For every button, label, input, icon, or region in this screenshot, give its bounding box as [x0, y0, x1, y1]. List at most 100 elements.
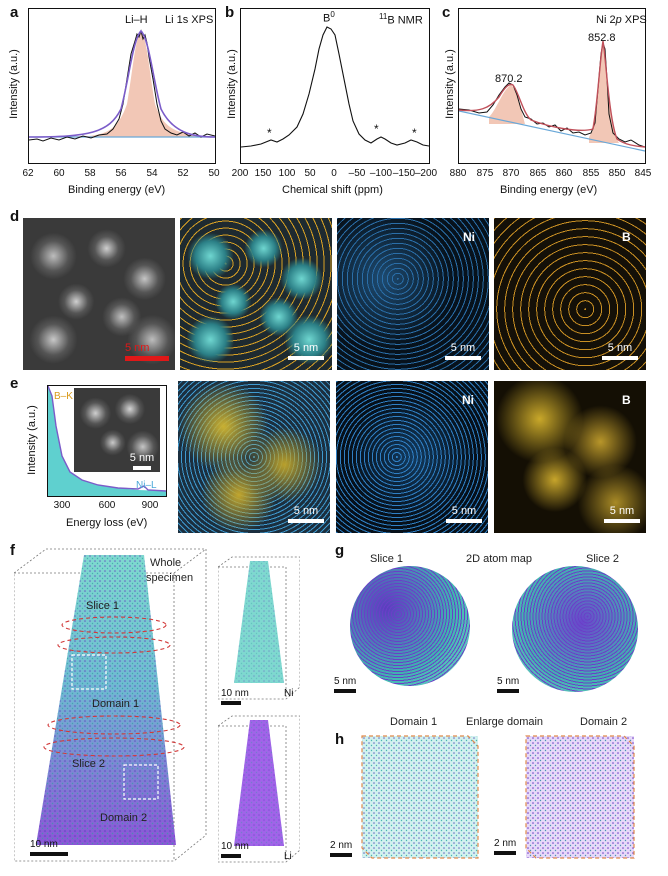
b-xtick-1: 150 — [254, 168, 272, 179]
h-scalebar-1-bar — [330, 853, 352, 857]
c-xtick-7: 845 — [634, 168, 652, 179]
domain-2-tint — [526, 736, 634, 858]
d-scalebar-4: 5 nm — [600, 342, 640, 360]
apt-ni-box-svg — [218, 556, 300, 700]
slice-1-ellipse-top — [61, 616, 167, 634]
c-xtick-0: 880 — [449, 168, 467, 179]
nmr-title: 11B NMR — [379, 12, 423, 27]
h-scalebar-2: 2 nm — [494, 838, 516, 855]
ni2p-title-post: XPS — [621, 14, 647, 26]
g-scalebar-2-label: 5 nm — [497, 676, 520, 687]
e-xtick-1: 600 — [98, 500, 116, 511]
d-b-map-label: B — [622, 230, 631, 244]
e-b-map-label: B — [622, 393, 631, 407]
panel-label-c: c — [442, 4, 451, 21]
d-scalebar-4-bar — [602, 356, 638, 360]
h-scalebar-2-bar — [494, 851, 516, 855]
panel-e-xlabel: Energy loss (eV) — [66, 517, 148, 529]
b-xtick-0: 200 — [231, 168, 249, 179]
nmr-spectrum-line — [241, 26, 429, 148]
d-scalebar-3: 5 nm — [443, 342, 483, 360]
e-scalebar-1-bar — [288, 519, 324, 523]
d-ni-map-label: Ni — [463, 230, 475, 244]
f-li-scalebar: 10 nm — [221, 841, 249, 858]
panel-label-a: a — [10, 4, 19, 21]
panel-c-xlabel: Binding energy (eV) — [500, 184, 598, 196]
e-scalebar-2-label: 5 nm — [451, 505, 477, 517]
domain-1-atoms — [362, 736, 478, 858]
b-xtick-7: –150 — [392, 168, 416, 179]
d-scalebar-4-label: 5 nm — [607, 342, 633, 354]
eds-b-map: B 5 nm — [494, 218, 646, 370]
a-xtick-1: 60 — [53, 168, 65, 179]
f-li-scalebar-label: 10 nm — [221, 841, 249, 852]
ni2p-background-line — [459, 110, 645, 152]
ni2p-fit-envelope — [459, 40, 645, 148]
e-scalebar-1-label: 5 nm — [293, 505, 319, 517]
eds-ni-map: Ni 5 nm — [337, 218, 489, 370]
f-main-scalebar-bar — [30, 852, 68, 856]
f-ni-scalebar-label: 10 nm — [221, 688, 249, 699]
eels-ni-map: Ni 5 nm — [336, 381, 488, 533]
nmr-11b-svg — [241, 26, 429, 148]
a-xtick-0: 62 — [22, 168, 34, 179]
g-scalebar-1-bar — [334, 689, 356, 693]
panel-label-b: b — [225, 4, 235, 21]
nmr-star-2: * — [374, 122, 379, 136]
ni2p-xps-title: Ni 2p XPS — [596, 14, 647, 26]
e-xtick-0: 300 — [53, 500, 71, 511]
f-domain-1-label: Domain 1 — [92, 698, 140, 710]
b0-peak-label: B0 — [323, 10, 335, 25]
c-xtick-3: 865 — [529, 168, 547, 179]
f-bounding-box — [14, 548, 207, 862]
e-xtick-2: 900 — [141, 500, 159, 511]
eels-spectrum-plot: 5 nm — [47, 385, 167, 497]
a-xtick-4: 54 — [146, 168, 158, 179]
e-inset-scalebar-bar — [133, 466, 151, 470]
e-scalebar-3-label: 5 nm — [609, 505, 635, 517]
h-domain-1-label: Domain 1 — [390, 716, 438, 728]
g-title: 2D atom map — [466, 553, 533, 565]
xps-li1s-svg — [29, 29, 215, 142]
xps-li1s-plot — [28, 8, 216, 164]
a-xtick-5: 52 — [177, 168, 189, 179]
d-scalebar-2-bar — [288, 356, 324, 360]
d-scalebar-2-label: 5 nm — [293, 342, 319, 354]
f-box-edge-2 — [173, 548, 207, 574]
xps-ni2p-plot — [458, 8, 646, 164]
c-xtick-2: 870 — [502, 168, 520, 179]
f-slice-1-label: Slice 1 — [86, 600, 120, 612]
f-domain-2-label: Domain 2 — [100, 812, 148, 824]
g-scalebar-1-label: 5 nm — [334, 676, 357, 687]
e-scalebar-3-bar — [604, 519, 640, 523]
g-scalebar-2: 5 nm — [497, 676, 519, 693]
eels-b-map: B 5 nm — [494, 381, 646, 533]
nmr-star-1: * — [267, 126, 272, 140]
ni2p-title-italic: p — [615, 14, 622, 26]
h-scalebar-1-label: 2 nm — [330, 840, 353, 851]
a-xtick-2: 58 — [84, 168, 96, 179]
eels-bk-edge-label: B–K — [54, 391, 73, 402]
domain-1-tint — [362, 736, 478, 858]
panel-b-xlabel: Chemical shift (ppm) — [282, 184, 383, 196]
xps-ni2p-svg — [459, 40, 645, 152]
h-title: Enlarge domain — [466, 716, 544, 728]
ni2p-title-pre: Ni 2 — [596, 14, 616, 26]
h-scalebar-1: 2 nm — [330, 840, 352, 857]
apt-whole-specimen-svg — [14, 548, 207, 862]
f-main-scalebar: 10 nm — [30, 839, 68, 856]
haadf-stem-image: 5 nm — [23, 218, 175, 370]
g-slice-1-label: Slice 1 — [370, 553, 404, 565]
eels-svg — [48, 386, 166, 496]
domain-1-cube-svg — [361, 735, 479, 859]
panel-a-ylabel: Intensity (a.u.) — [8, 49, 20, 119]
nmr-title-text: B NMR — [387, 14, 423, 27]
domain-2-atoms — [526, 736, 634, 858]
li1s-fit-envelope — [29, 29, 215, 138]
e-inset-scalebar-label: 5 nm — [129, 452, 155, 464]
panel-label-d: d — [10, 208, 20, 225]
domain-2-outline — [525, 735, 635, 859]
f-ni-label: Ni — [284, 688, 294, 699]
li-box-outline — [218, 715, 300, 863]
e-inset-scalebar: 5 nm — [126, 452, 158, 470]
